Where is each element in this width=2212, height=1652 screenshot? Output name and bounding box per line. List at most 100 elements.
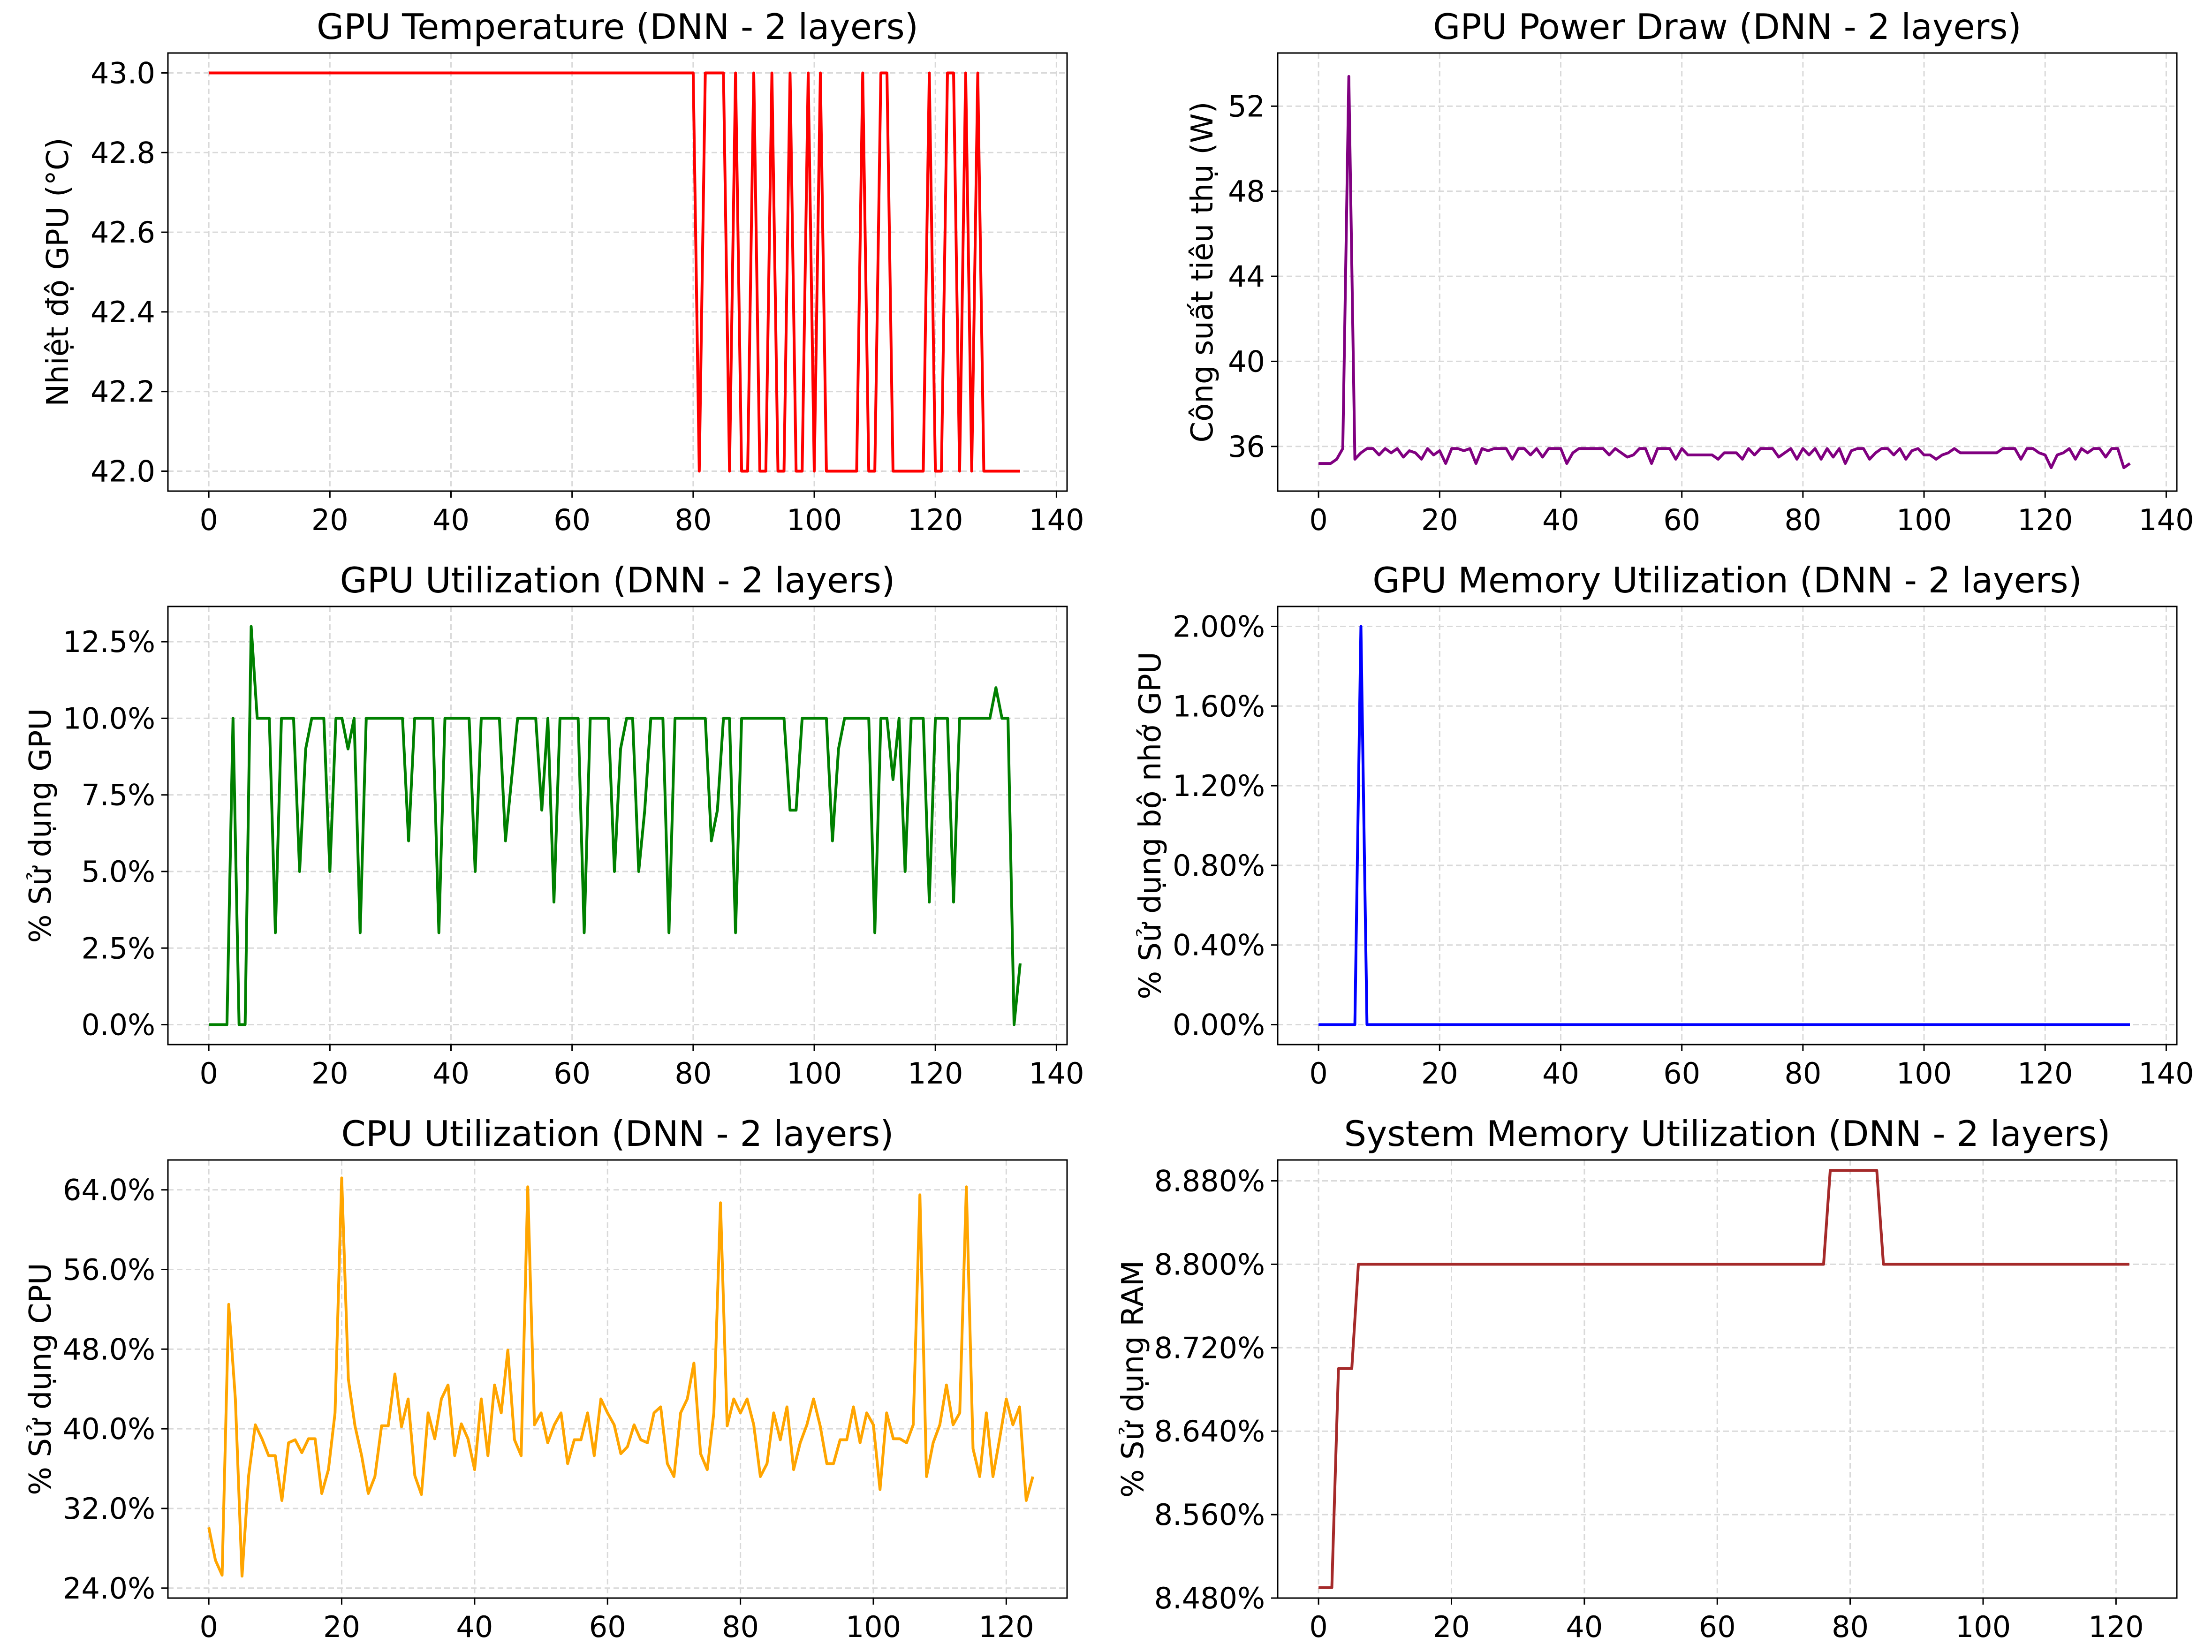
y-tick-label: 2.5% bbox=[81, 931, 155, 965]
x-tick-label: 120 bbox=[2017, 503, 2073, 537]
x-tick-label: 80 bbox=[674, 503, 712, 537]
y-tick-label: 2.00% bbox=[1173, 609, 1265, 644]
y-axis-label: % Sử dụng bộ nhớ GPU bbox=[1133, 652, 1168, 999]
x-tick-label: 20 bbox=[311, 1056, 348, 1091]
x-tick-label: 40 bbox=[456, 1610, 493, 1644]
plot-frame bbox=[1277, 52, 2178, 492]
y-tick-label: 42.0 bbox=[91, 455, 155, 489]
chart-title: System Memory Utilization (DNN - 2 layer… bbox=[1344, 1113, 2110, 1154]
y-tick-label: 36 bbox=[1228, 430, 1265, 464]
y-tick-label: 8.720% bbox=[1154, 1331, 1265, 1365]
y-tick-label: 1.20% bbox=[1173, 769, 1265, 803]
y-tick-label: 10.0% bbox=[63, 701, 155, 735]
x-tick-label: 20 bbox=[311, 503, 348, 537]
x-tick-label: 80 bbox=[1784, 503, 1821, 537]
y-tick-label: 24.0% bbox=[63, 1571, 155, 1606]
chart-panel: 0 20 40 60 80 100 120 140 36 40 44 48 52 GPU Power Dr… bbox=[1185, 6, 2194, 537]
x-tick-label: 100 bbox=[1896, 1056, 1952, 1091]
plot-frame bbox=[167, 1159, 1068, 1599]
chart-title: GPU Memory Utilization (DNN - 2 layers) bbox=[1372, 560, 2082, 601]
x-tick-label: 0 bbox=[199, 1056, 218, 1091]
y-tick-label: 0.00% bbox=[1173, 1008, 1265, 1042]
y-tick-label: 43.0 bbox=[91, 56, 155, 90]
y-tick-label: 8.640% bbox=[1154, 1414, 1265, 1448]
x-tick-label: 60 bbox=[589, 1610, 626, 1644]
y-tick-label: 48.0% bbox=[63, 1332, 155, 1366]
y-axis-label: Công suất tiêu thụ (W) bbox=[1185, 102, 1220, 443]
y-tick-label: 56.0% bbox=[63, 1253, 155, 1287]
y-tick-label: 8.800% bbox=[1154, 1247, 1265, 1281]
x-tick-label: 0 bbox=[1309, 1610, 1327, 1644]
x-tick-label: 20 bbox=[323, 1610, 360, 1644]
y-tick-label: 5.0% bbox=[81, 855, 155, 889]
x-tick-label: 80 bbox=[1784, 1056, 1821, 1091]
chart-title: CPU Utilization (DNN - 2 layers) bbox=[341, 1113, 894, 1154]
x-tick-label: 0 bbox=[1309, 1056, 1327, 1091]
x-tick-label: 120 bbox=[908, 503, 963, 537]
y-tick-label: 64.0% bbox=[63, 1173, 155, 1207]
x-tick-label: 120 bbox=[2017, 1056, 2073, 1091]
chart-title: GPU Power Draw (DNN - 2 layers) bbox=[1433, 6, 2021, 47]
x-tick-label: 120 bbox=[2088, 1610, 2144, 1644]
x-tick-label: 140 bbox=[1029, 1056, 1084, 1091]
y-tick-label: 1.60% bbox=[1173, 689, 1265, 723]
y-tick-label: 12.5% bbox=[63, 625, 155, 659]
y-axis-label: Nhiệt độ GPU (°C) bbox=[41, 137, 76, 406]
x-tick-label: 80 bbox=[674, 1056, 712, 1091]
plot-frame bbox=[1277, 606, 2178, 1046]
y-tick-label: 8.880% bbox=[1154, 1164, 1265, 1198]
x-tick-label: 80 bbox=[722, 1610, 759, 1644]
x-tick-label: 100 bbox=[1896, 503, 1952, 537]
x-tick-label: 40 bbox=[1542, 1056, 1579, 1091]
y-tick-label: 42.4 bbox=[91, 295, 155, 329]
y-tick-label: 42.8 bbox=[91, 136, 155, 170]
x-tick-label: 140 bbox=[2138, 1056, 2194, 1091]
y-tick-label: 32.0% bbox=[63, 1492, 155, 1526]
y-tick-label: 40.0% bbox=[63, 1412, 155, 1446]
y-tick-label: 42.2 bbox=[91, 375, 155, 409]
x-tick-label: 120 bbox=[978, 1610, 1034, 1644]
y-axis-label: % Sử dụng CPU bbox=[23, 1263, 58, 1495]
y-tick-label: 8.560% bbox=[1154, 1498, 1265, 1532]
chart-panel: 0 20 40 60 80 100 120 8.480% 8.560% 8.640% 8.720% 8… bbox=[1116, 1113, 2178, 1644]
data-series-line bbox=[1318, 1169, 2129, 1589]
x-tick-label: 100 bbox=[846, 1610, 901, 1644]
y-tick-label: 42.6 bbox=[91, 215, 155, 250]
x-tick-label: 20 bbox=[1433, 1610, 1470, 1644]
x-tick-label: 100 bbox=[1955, 1610, 2011, 1644]
x-tick-label: 60 bbox=[553, 503, 591, 537]
chart-title: GPU Temperature (DNN - 2 layers) bbox=[317, 6, 918, 47]
y-tick-label: 0.80% bbox=[1173, 849, 1265, 883]
x-tick-label: 60 bbox=[1699, 1610, 1736, 1644]
x-tick-label: 60 bbox=[553, 1056, 591, 1091]
x-tick-label: 80 bbox=[1832, 1610, 1869, 1644]
x-tick-label: 0 bbox=[199, 1610, 218, 1644]
chart-panel: 0 20 40 60 80 100 120 140 42.0 42.2 42.4 42.6 42.8 43… bbox=[41, 6, 1084, 537]
x-tick-label: 40 bbox=[1542, 503, 1579, 537]
x-tick-label: 140 bbox=[1029, 503, 1084, 537]
x-tick-label: 0 bbox=[1309, 503, 1327, 537]
x-tick-label: 120 bbox=[908, 1056, 963, 1091]
y-tick-label: 44 bbox=[1228, 259, 1265, 294]
y-tick-label: 48 bbox=[1228, 174, 1265, 209]
x-tick-label: 0 bbox=[199, 503, 218, 537]
x-tick-label: 40 bbox=[432, 503, 470, 537]
plot-frame bbox=[167, 52, 1068, 492]
y-tick-label: 8.480% bbox=[1154, 1581, 1265, 1615]
x-tick-label: 100 bbox=[787, 1056, 842, 1091]
y-tick-label: 40 bbox=[1228, 344, 1265, 379]
chart-panel: 0 20 40 60 80 100 120 24.0% 32.0% 40.0% 48.0% 56.0%… bbox=[23, 1113, 1068, 1644]
data-series-line bbox=[209, 71, 1020, 473]
x-tick-label: 140 bbox=[2138, 503, 2194, 537]
data-series-line bbox=[1318, 625, 2130, 1026]
y-tick-label: 0.40% bbox=[1173, 928, 1265, 962]
data-series-line bbox=[209, 625, 1022, 1026]
y-tick-label: 7.5% bbox=[81, 778, 155, 812]
y-axis-label: % Sử dụng GPU bbox=[23, 708, 58, 943]
x-tick-label: 40 bbox=[432, 1056, 470, 1091]
y-axis-label: % Sử dụng RAM bbox=[1116, 1260, 1151, 1498]
chart-title: GPU Utilization (DNN - 2 layers) bbox=[340, 560, 895, 601]
chart-panel: 0 20 40 60 80 100 120 140 0.0% 2.5% 5.0% 7.5% 10.0% 1… bbox=[23, 560, 1084, 1091]
plot-frame bbox=[1277, 1159, 2178, 1599]
